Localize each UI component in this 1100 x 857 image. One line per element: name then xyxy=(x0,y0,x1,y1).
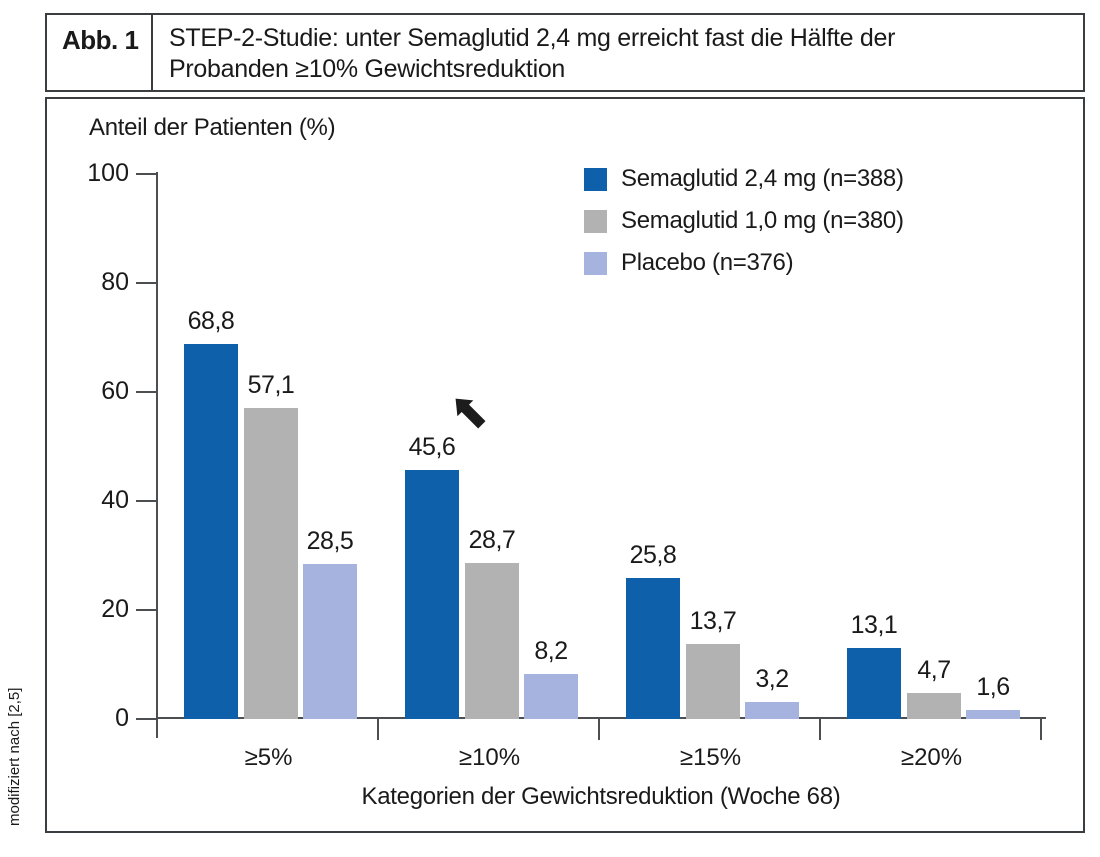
x-axis xyxy=(156,717,1046,719)
bar-value-label: 68,8 xyxy=(187,307,235,335)
x-boundary-tick xyxy=(598,719,600,740)
y-tick xyxy=(136,718,157,720)
bar-value-label: 28,5 xyxy=(306,527,354,555)
bar-value-label: 13,7 xyxy=(689,607,737,635)
legend-label: Semaglutid 1,0 mg (n=380) xyxy=(621,207,904,234)
figure-caption-box: Abb. 1 STEP-2-Studie: unter Semaglutid 2… xyxy=(45,13,1085,92)
bar-value-label: 8,2 xyxy=(534,637,568,665)
y-tick-label: 20 xyxy=(101,595,129,623)
bar-value-label: 3,2 xyxy=(755,665,789,693)
y-tick-label: 80 xyxy=(101,268,129,296)
arrow-annotation-icon xyxy=(450,398,490,430)
figure-title: STEP-2-Studie: unter Semaglutid 2,4 mg e… xyxy=(153,15,1083,90)
figure-title-line1: STEP-2-Studie: unter Semaglutid 2,4 mg e… xyxy=(169,24,896,52)
bar-value-label: 28,7 xyxy=(468,526,516,554)
y-tick xyxy=(136,391,157,393)
legend-label: Placebo (n=376) xyxy=(621,249,794,276)
bar-value-label: 25,8 xyxy=(629,541,677,569)
legend: Semaglutid 2,4 mg (n=388) Semaglutid 1,0 … xyxy=(584,165,904,291)
bar-value-label: 57,1 xyxy=(247,371,295,399)
legend-swatch xyxy=(584,251,607,275)
y-axis xyxy=(156,172,158,738)
x-category-label: ≥20% xyxy=(900,744,963,771)
source-note: modifiziert nach [2,5] xyxy=(6,687,23,826)
plot-area: Anteil der Patienten (%) Semaglutid 2,4 … xyxy=(47,99,1083,831)
y-tick-label: 40 xyxy=(101,486,129,514)
bar xyxy=(966,710,1020,719)
x-category-label: ≥10% xyxy=(458,744,521,771)
y-tick xyxy=(136,282,157,284)
y-tick xyxy=(136,500,157,502)
bar xyxy=(745,702,799,719)
x-category-label: ≥15% xyxy=(679,744,742,771)
y-tick xyxy=(136,609,157,611)
x-boundary-tick xyxy=(819,719,821,740)
y-axis-title: Anteil der Patienten (%) xyxy=(89,114,336,141)
bar xyxy=(244,408,298,719)
legend-swatch xyxy=(584,167,607,191)
bar-value-label: 1,6 xyxy=(976,673,1010,701)
legend-row: Semaglutid 1,0 mg (n=380) xyxy=(584,207,904,235)
bar xyxy=(405,470,459,719)
y-tick-label: 0 xyxy=(115,704,129,732)
bar xyxy=(686,644,740,719)
bar xyxy=(465,563,519,719)
bar-value-label: 13,1 xyxy=(850,611,898,639)
figure-title-line2: Probanden ≥10% Gewichtsreduktion xyxy=(169,55,566,83)
legend-row: Semaglutid 2,4 mg (n=388) xyxy=(584,165,904,193)
bar xyxy=(847,648,901,719)
bar xyxy=(524,674,578,719)
bar xyxy=(184,344,238,719)
bar xyxy=(303,564,357,719)
legend-label: Semaglutid 2,4 mg (n=388) xyxy=(621,165,904,192)
y-tick xyxy=(136,173,157,175)
x-category-label: ≥5% xyxy=(244,744,293,771)
x-axis-title: Kategorien der Gewichtsreduktion (Woche … xyxy=(361,783,841,810)
legend-row: Placebo (n=376) xyxy=(584,249,904,277)
legend-swatch xyxy=(584,209,607,233)
x-boundary-tick xyxy=(377,719,379,740)
figure-number: Abb. 1 xyxy=(47,15,153,90)
y-tick-label: 60 xyxy=(101,377,129,405)
x-boundary-tick xyxy=(1040,719,1042,740)
chart-box: Anteil der Patienten (%) Semaglutid 2,4 … xyxy=(45,97,1085,833)
bar xyxy=(907,693,961,719)
bar-value-label: 45,6 xyxy=(408,433,456,461)
bar xyxy=(626,578,680,719)
y-tick-label: 100 xyxy=(87,159,129,187)
bar-value-label: 4,7 xyxy=(917,656,951,684)
